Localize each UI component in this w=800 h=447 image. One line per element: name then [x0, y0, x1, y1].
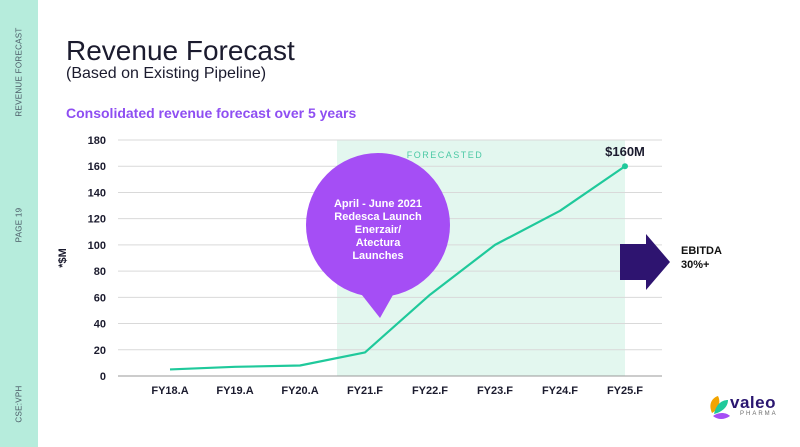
ebitda-arrow-group	[620, 234, 670, 290]
page-subtitle: (Based on Existing Pipeline)	[66, 65, 267, 82]
callout-line: Redesca Launch	[334, 211, 422, 223]
ebitda-arrow-icon	[620, 234, 670, 290]
logo-mark	[710, 396, 730, 419]
y-tick-label: 60	[94, 292, 106, 304]
callout-line: Launches	[352, 250, 404, 262]
y-tick-label: 140	[88, 187, 106, 199]
x-tick-label: FY20.A	[281, 385, 318, 397]
callout-line: Atectura	[355, 237, 401, 249]
x-tick-label: FY21.F	[347, 385, 383, 397]
x-tick-label: FY18.A	[151, 385, 188, 397]
x-tick-label: FY24.F	[542, 385, 578, 397]
callout-bubble	[306, 153, 450, 297]
y-axis-label: *$M	[57, 248, 69, 268]
end-value-label: $160M	[605, 144, 645, 159]
valeo-logo: valeo PHARMA	[706, 393, 796, 421]
chart-axes: 0 20 40 60 80 100 120 140 160 180 *$M FY18.A FY19.A F…	[57, 135, 643, 397]
ebitda-label: EBITDA 30%+	[681, 244, 722, 272]
chart-heading: Consolidated revenue forecast over 5 yea…	[66, 105, 357, 121]
y-tick-label: 0	[100, 371, 106, 383]
ebitda-value: 30%+	[681, 259, 710, 271]
forecast-label: FORECASTED	[407, 150, 484, 160]
page-title: Revenue Forecast	[66, 35, 295, 66]
revenue-series: $160M	[169, 144, 645, 371]
callout-text: April - June 2021 Redesca Launch Enerzai…	[308, 198, 448, 263]
series-endpoint	[622, 163, 628, 170]
y-tick-label: 120	[88, 214, 106, 226]
x-tick-label: FY25.F	[607, 385, 643, 397]
series-line	[169, 165, 626, 371]
ebitda-title: EBITDA	[681, 245, 722, 257]
sidebar-band: REVENUE FORECAST PAGE 19 CSE:VPH	[0, 0, 38, 447]
callout-pointer	[358, 286, 398, 318]
y-tick-label: 80	[94, 266, 106, 278]
callout-line: Enerzair/	[354, 224, 402, 236]
y-tick-label: 40	[94, 319, 106, 331]
logo-wordmark: valeo	[730, 393, 776, 412]
launch-callout	[306, 153, 450, 318]
leaf-yellow-icon	[710, 396, 720, 413]
x-tick-label: FY23.F	[477, 385, 513, 397]
leaf-green-icon	[714, 400, 728, 414]
logo-subtitle: PHARMA	[740, 411, 778, 417]
leaf-purple-icon	[713, 413, 730, 419]
y-tick-label: 20	[94, 345, 106, 357]
x-tick-label: FY22.F	[412, 385, 448, 397]
y-tick-label: 100	[88, 240, 106, 252]
y-tick-label: 160	[88, 161, 106, 173]
callout-line: April - June 2021	[333, 198, 423, 210]
y-tick-label: 180	[88, 135, 106, 147]
x-tick-label: FY19.A	[216, 385, 253, 397]
